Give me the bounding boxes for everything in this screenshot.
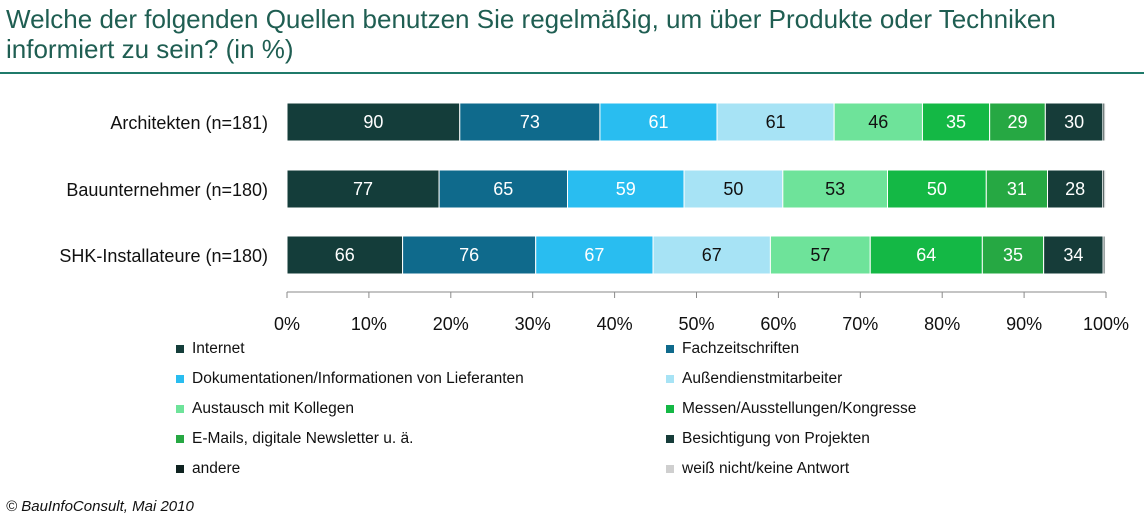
legend-swatch xyxy=(176,405,184,413)
data-label: 35 xyxy=(946,112,966,132)
bar-segment xyxy=(286,102,461,142)
data-label: 31 xyxy=(1007,179,1027,199)
bar-segment xyxy=(535,235,654,275)
bar-segment xyxy=(782,169,889,209)
legend-item: weiß nicht/keine Antwort xyxy=(666,460,849,478)
data-label: 28 xyxy=(1065,179,1085,199)
legend-label: E-Mails, digitale Newsletter u. ä. xyxy=(192,430,414,447)
bar-segment xyxy=(833,102,923,142)
legend-swatch xyxy=(666,345,674,353)
data-label: 67 xyxy=(584,245,604,265)
legend-item: E-Mails, digitale Newsletter u. ä. xyxy=(176,430,413,448)
data-label: 59 xyxy=(616,179,636,199)
legend-label: Internet xyxy=(192,340,245,357)
legend-swatch xyxy=(176,435,184,443)
legend-label: Austausch mit Kollegen xyxy=(192,400,354,417)
legend-swatch xyxy=(666,375,674,383)
bar-segment xyxy=(921,102,991,142)
legend-label: Dokumentationen/Informationen von Liefer… xyxy=(192,370,524,387)
bar-segment xyxy=(1104,169,1107,209)
legend-label: Außendienstmitarbeiter xyxy=(682,370,843,387)
x-tick-label: 80% xyxy=(924,314,960,334)
bar-segment xyxy=(985,169,1049,209)
stacked-bar-chart: 90 73 61 61 46 35 29 30 Architekten (n=181) 77 65 5… xyxy=(59,102,1129,334)
legend-label: Besichtigung von Projekten xyxy=(682,430,870,447)
legend-label: andere xyxy=(192,460,241,477)
legend-item: Internet xyxy=(176,340,245,358)
category-label: Bauunternehmer (n=180) xyxy=(66,180,268,200)
bar-segment xyxy=(567,169,685,209)
bar-segment xyxy=(989,102,1046,142)
category-label: SHK-Installateure (n=180) xyxy=(59,246,268,266)
x-tick-label: 40% xyxy=(597,314,633,334)
bar-segment xyxy=(459,102,601,142)
bar-segment xyxy=(887,169,987,209)
bar-segment xyxy=(599,102,718,142)
data-label: 46 xyxy=(868,112,888,132)
x-tick-label: 50% xyxy=(678,314,714,334)
category-label: Architekten (n=181) xyxy=(110,113,268,133)
legend-swatch xyxy=(666,435,674,443)
data-label: 64 xyxy=(916,245,936,265)
data-label: 34 xyxy=(1063,245,1083,265)
legend-swatch xyxy=(176,345,184,353)
copyright-footer: © BauInfoConsult, Mai 2010 xyxy=(6,498,194,515)
data-label: 90 xyxy=(363,112,383,132)
data-label: 61 xyxy=(648,112,668,132)
bar-segment xyxy=(402,235,537,275)
data-label: 73 xyxy=(520,112,540,132)
x-tick-label: 0% xyxy=(274,314,300,334)
legend-item: Dokumentationen/Informationen von Liefer… xyxy=(176,370,524,388)
data-label: 76 xyxy=(459,245,479,265)
legend-label: Messen/Ausstellungen/Kongresse xyxy=(682,400,917,417)
data-label: 35 xyxy=(1003,245,1023,265)
legend-item: Austausch mit Kollegen xyxy=(176,400,354,418)
data-label: 29 xyxy=(1007,112,1027,132)
legend-item: Besichtigung von Projekten xyxy=(666,430,870,448)
data-label: 77 xyxy=(353,179,373,199)
bar-segment xyxy=(1044,102,1104,142)
bar-segment xyxy=(1047,169,1104,209)
bar-segment xyxy=(286,169,440,209)
data-label: 57 xyxy=(810,245,830,265)
legend-swatch xyxy=(666,465,674,473)
x-tick-label: 10% xyxy=(351,314,387,334)
data-label: 53 xyxy=(825,179,845,199)
bar-segment xyxy=(1104,235,1107,275)
data-label: 50 xyxy=(927,179,947,199)
legend-item: Außendienstmitarbeiter xyxy=(666,370,842,388)
data-label: 61 xyxy=(766,112,786,132)
legend-swatch xyxy=(176,375,184,383)
data-label: 50 xyxy=(723,179,743,199)
bar-segment xyxy=(1043,235,1104,275)
legend-swatch xyxy=(176,465,184,473)
data-label: 65 xyxy=(493,179,513,199)
bar-segment xyxy=(286,235,404,275)
bar-segment xyxy=(769,235,871,275)
bar-segment xyxy=(869,235,983,275)
legend-label: Fachzeitschriften xyxy=(682,340,800,357)
x-tick-label: 60% xyxy=(760,314,796,334)
legend-label: weiß nicht/keine Antwort xyxy=(682,460,850,477)
legend-swatch xyxy=(666,405,674,413)
legend-item: andere xyxy=(176,460,240,478)
data-label: 66 xyxy=(335,245,355,265)
x-tick-label: 30% xyxy=(515,314,551,334)
x-tick-label: 70% xyxy=(842,314,878,334)
x-tick-label: 100% xyxy=(1083,314,1129,334)
bar-segment xyxy=(1104,102,1107,142)
legend-item: Fachzeitschriften xyxy=(666,340,799,358)
data-label: 30 xyxy=(1064,112,1084,132)
bar-segment xyxy=(683,169,784,209)
chart-title: Welche der folgenden Quellen benutzen Si… xyxy=(6,4,1056,64)
x-tick-label: 20% xyxy=(433,314,469,334)
x-tick-label: 90% xyxy=(1006,314,1042,334)
data-label: 67 xyxy=(702,245,722,265)
legend-item: Messen/Ausstellungen/Kongresse xyxy=(666,400,916,418)
title-divider xyxy=(0,72,1144,74)
